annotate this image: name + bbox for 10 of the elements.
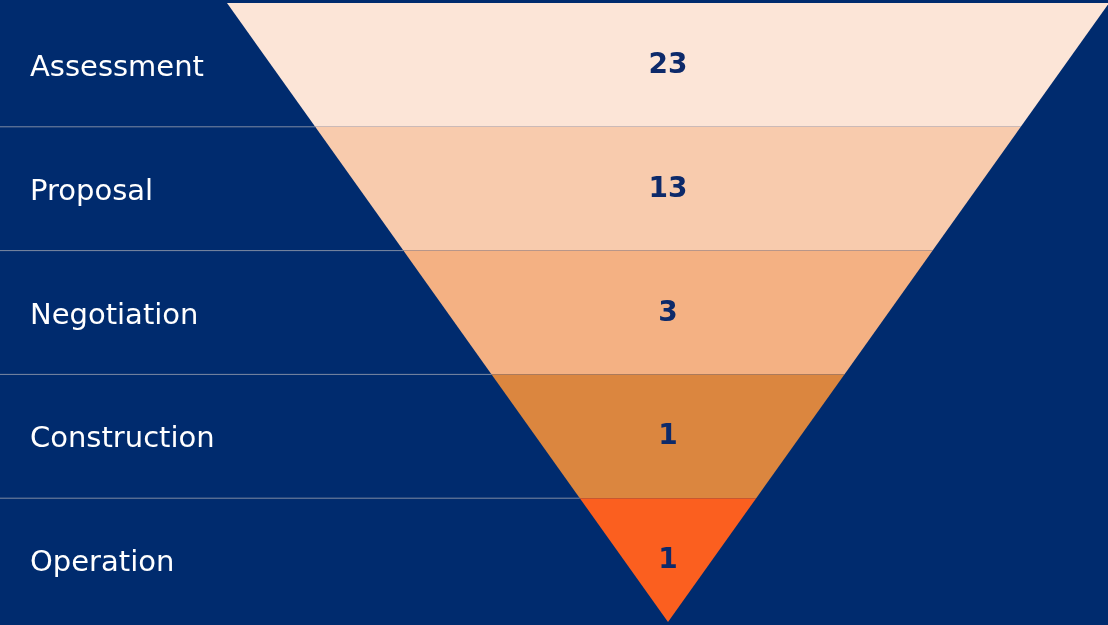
category-label: Operation <box>30 544 175 579</box>
category-label: Negotiation <box>30 296 199 331</box>
category-label: Assessment <box>30 48 204 83</box>
category-label: Proposal <box>30 172 154 207</box>
data-label: 13 <box>648 170 688 204</box>
data-label: 1 <box>658 418 678 452</box>
data-label: 23 <box>648 46 688 80</box>
data-label: 1 <box>658 542 678 576</box>
data-label: 3 <box>658 294 678 328</box>
category-label: Construction <box>30 420 215 455</box>
